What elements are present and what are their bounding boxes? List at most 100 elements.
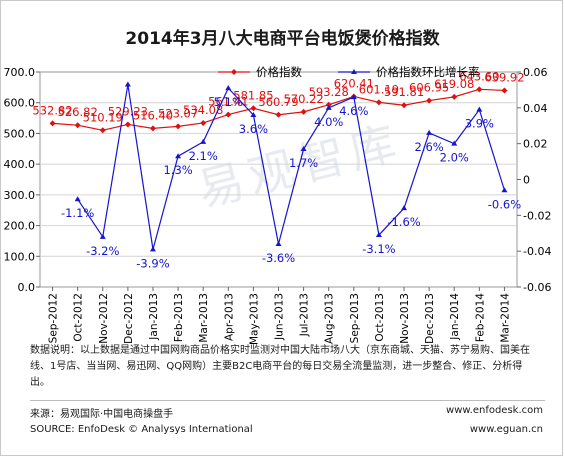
x-tick-label: Feb-2013 (173, 293, 185, 342)
growth-rate-point (74, 196, 81, 202)
growth-rate-point (451, 140, 458, 146)
price-index-label: 523.07 (158, 106, 198, 120)
growth-rate-label: -3.6% (262, 251, 295, 265)
growth-rate-point (200, 138, 207, 144)
x-tick-label: Oct-2012 (73, 293, 85, 342)
y-left-tick-label: 200.0 (4, 220, 36, 233)
x-tick-label: Sep-2012 (48, 293, 60, 343)
y-left-tick-label: 600.0 (4, 97, 36, 110)
growth-rate-point (350, 94, 357, 100)
price-index-label: 510.19 (83, 110, 123, 124)
y-right-tick-label: 0.06 (523, 66, 548, 79)
price-index-label: 532.82 (32, 103, 72, 117)
price-index-label: 534.08 (183, 103, 223, 117)
y-right-tick-label: -0.06 (523, 281, 551, 294)
footer-divider (30, 400, 545, 401)
price-index-label: 581.85 (233, 88, 273, 102)
growth-rate-label: -3.1% (362, 242, 395, 256)
price-index-point (325, 101, 332, 108)
legend-price-label: 价格指数 (256, 65, 302, 79)
price-index-label: 639.92 (484, 70, 524, 84)
x-tick-label: Dec-2013 (424, 293, 436, 344)
growth-rate-point (149, 246, 156, 252)
source-cn: 来源：易观国际·中国电商操盘手 (30, 409, 174, 420)
price-index-point (501, 87, 508, 94)
growth-rate-point (99, 233, 106, 239)
price-index-point (124, 121, 131, 128)
price-index-label: 526.82 (58, 105, 98, 119)
growth-rate-label: -0.6% (488, 197, 521, 211)
price-index-point (200, 119, 207, 126)
price-index-label: 606.95 (409, 81, 449, 95)
y-left-tick-label: 700.0 (4, 66, 36, 79)
price-index-point (149, 125, 156, 132)
x-tick-label: Mar-2013 (198, 293, 210, 343)
x-tick-label: Jun-2013 (274, 293, 286, 341)
price-index-point (476, 86, 483, 93)
price-index-label: 619.08 (434, 77, 474, 91)
price-index-label: 529.23 (108, 104, 148, 118)
growth-rate-label: 4.6% (339, 104, 368, 118)
growth-rate-point (325, 104, 332, 110)
url-enfodesk: www.enfodesk.com (446, 405, 543, 416)
y-left-tick-label: 500.0 (4, 127, 36, 140)
growth-rate-point (124, 81, 131, 87)
growth-rate-label: 2.1% (189, 149, 218, 163)
price-index-label: 643.60 (459, 69, 499, 83)
growth-rate-label: 2.6% (415, 140, 444, 154)
growth-rate-label: 1.3% (163, 163, 192, 177)
price-index-point (275, 111, 282, 118)
x-tick-label: Mar-2014 (499, 293, 511, 343)
price-index-point (99, 127, 106, 134)
x-tick-label: Oct-2013 (374, 293, 386, 342)
growth-rate-label: -1.1% (61, 206, 94, 220)
price-index-label: 591.81 (384, 85, 424, 99)
growth-rate-label: -1.6% (387, 215, 420, 229)
price-index-label: 601.19 (359, 82, 399, 96)
series-marks: 532.82526.82510.19529.23516.40523.07534.… (32, 69, 524, 270)
growth-rate-label: 3.9% (465, 117, 494, 131)
price-index-point (49, 120, 56, 127)
chart-title: 2014年3月八大电商平台电饭煲价格指数 (125, 29, 440, 49)
y-right-tick-label: 0 (523, 174, 530, 187)
price-index-point (401, 102, 408, 109)
y-right-tick-label: 0.04 (523, 102, 548, 115)
x-tick-label: Jul-2013 (299, 293, 311, 337)
growth-rate-line (77, 84, 506, 250)
y-left-tick-label: 400.0 (4, 158, 36, 171)
growth-rate-point (401, 205, 408, 211)
x-tick-label: Jan-2013 (148, 293, 160, 341)
x-tick-label: Apr-2013 (223, 293, 235, 341)
price-index-point (175, 123, 182, 130)
axes: 0.0 100.0 200.0 300.0 400.0 500.0 600.0 700.0 -0… (4, 66, 552, 345)
x-tick-label: Dec-2012 (123, 293, 135, 344)
url-eguan: www.eguan.cn (469, 424, 543, 435)
source-en: SOURCE: EnfoDesk © Analysys Internationa… (30, 424, 253, 435)
price-index-point (225, 111, 232, 118)
legend-price-marker (231, 69, 237, 75)
growth-rate-point (375, 232, 382, 238)
y-left-tick-label: 100.0 (4, 250, 36, 263)
price-index-label: 516.40 (133, 108, 173, 122)
y-right-tick-label: -0.04 (523, 245, 551, 258)
y-left-tick-label: 300.0 (4, 189, 36, 202)
growth-rate-point (250, 112, 257, 117)
price-index-label: 570.22 (283, 92, 323, 106)
price-index-label: 620.41 (334, 76, 374, 90)
legend-growth-label: 价格指数环比增长率 (376, 65, 480, 79)
growth-rate-label: 5.1% (214, 95, 243, 109)
price-index-chart: 0.0 100.0 200.0 300.0 400.0 500.0 600.0 700.0 -0… (4, 65, 552, 345)
x-tick-label: Nov-2012 (98, 293, 110, 344)
growth-rate-label: 2.0% (440, 151, 469, 165)
growth-rate-point (275, 241, 282, 246)
x-tick-label: Jan-2014 (449, 293, 461, 341)
growth-rate-point (225, 85, 232, 91)
growth-rate-point (426, 129, 433, 135)
growth-rate-label: -3.2% (86, 244, 119, 258)
y-right-tick-label: 0.02 (523, 138, 548, 151)
price-index-point (300, 108, 307, 115)
growth-rate-point (300, 146, 307, 152)
price-index-point (74, 122, 81, 129)
x-tick-label: Aug-2013 (324, 293, 336, 344)
